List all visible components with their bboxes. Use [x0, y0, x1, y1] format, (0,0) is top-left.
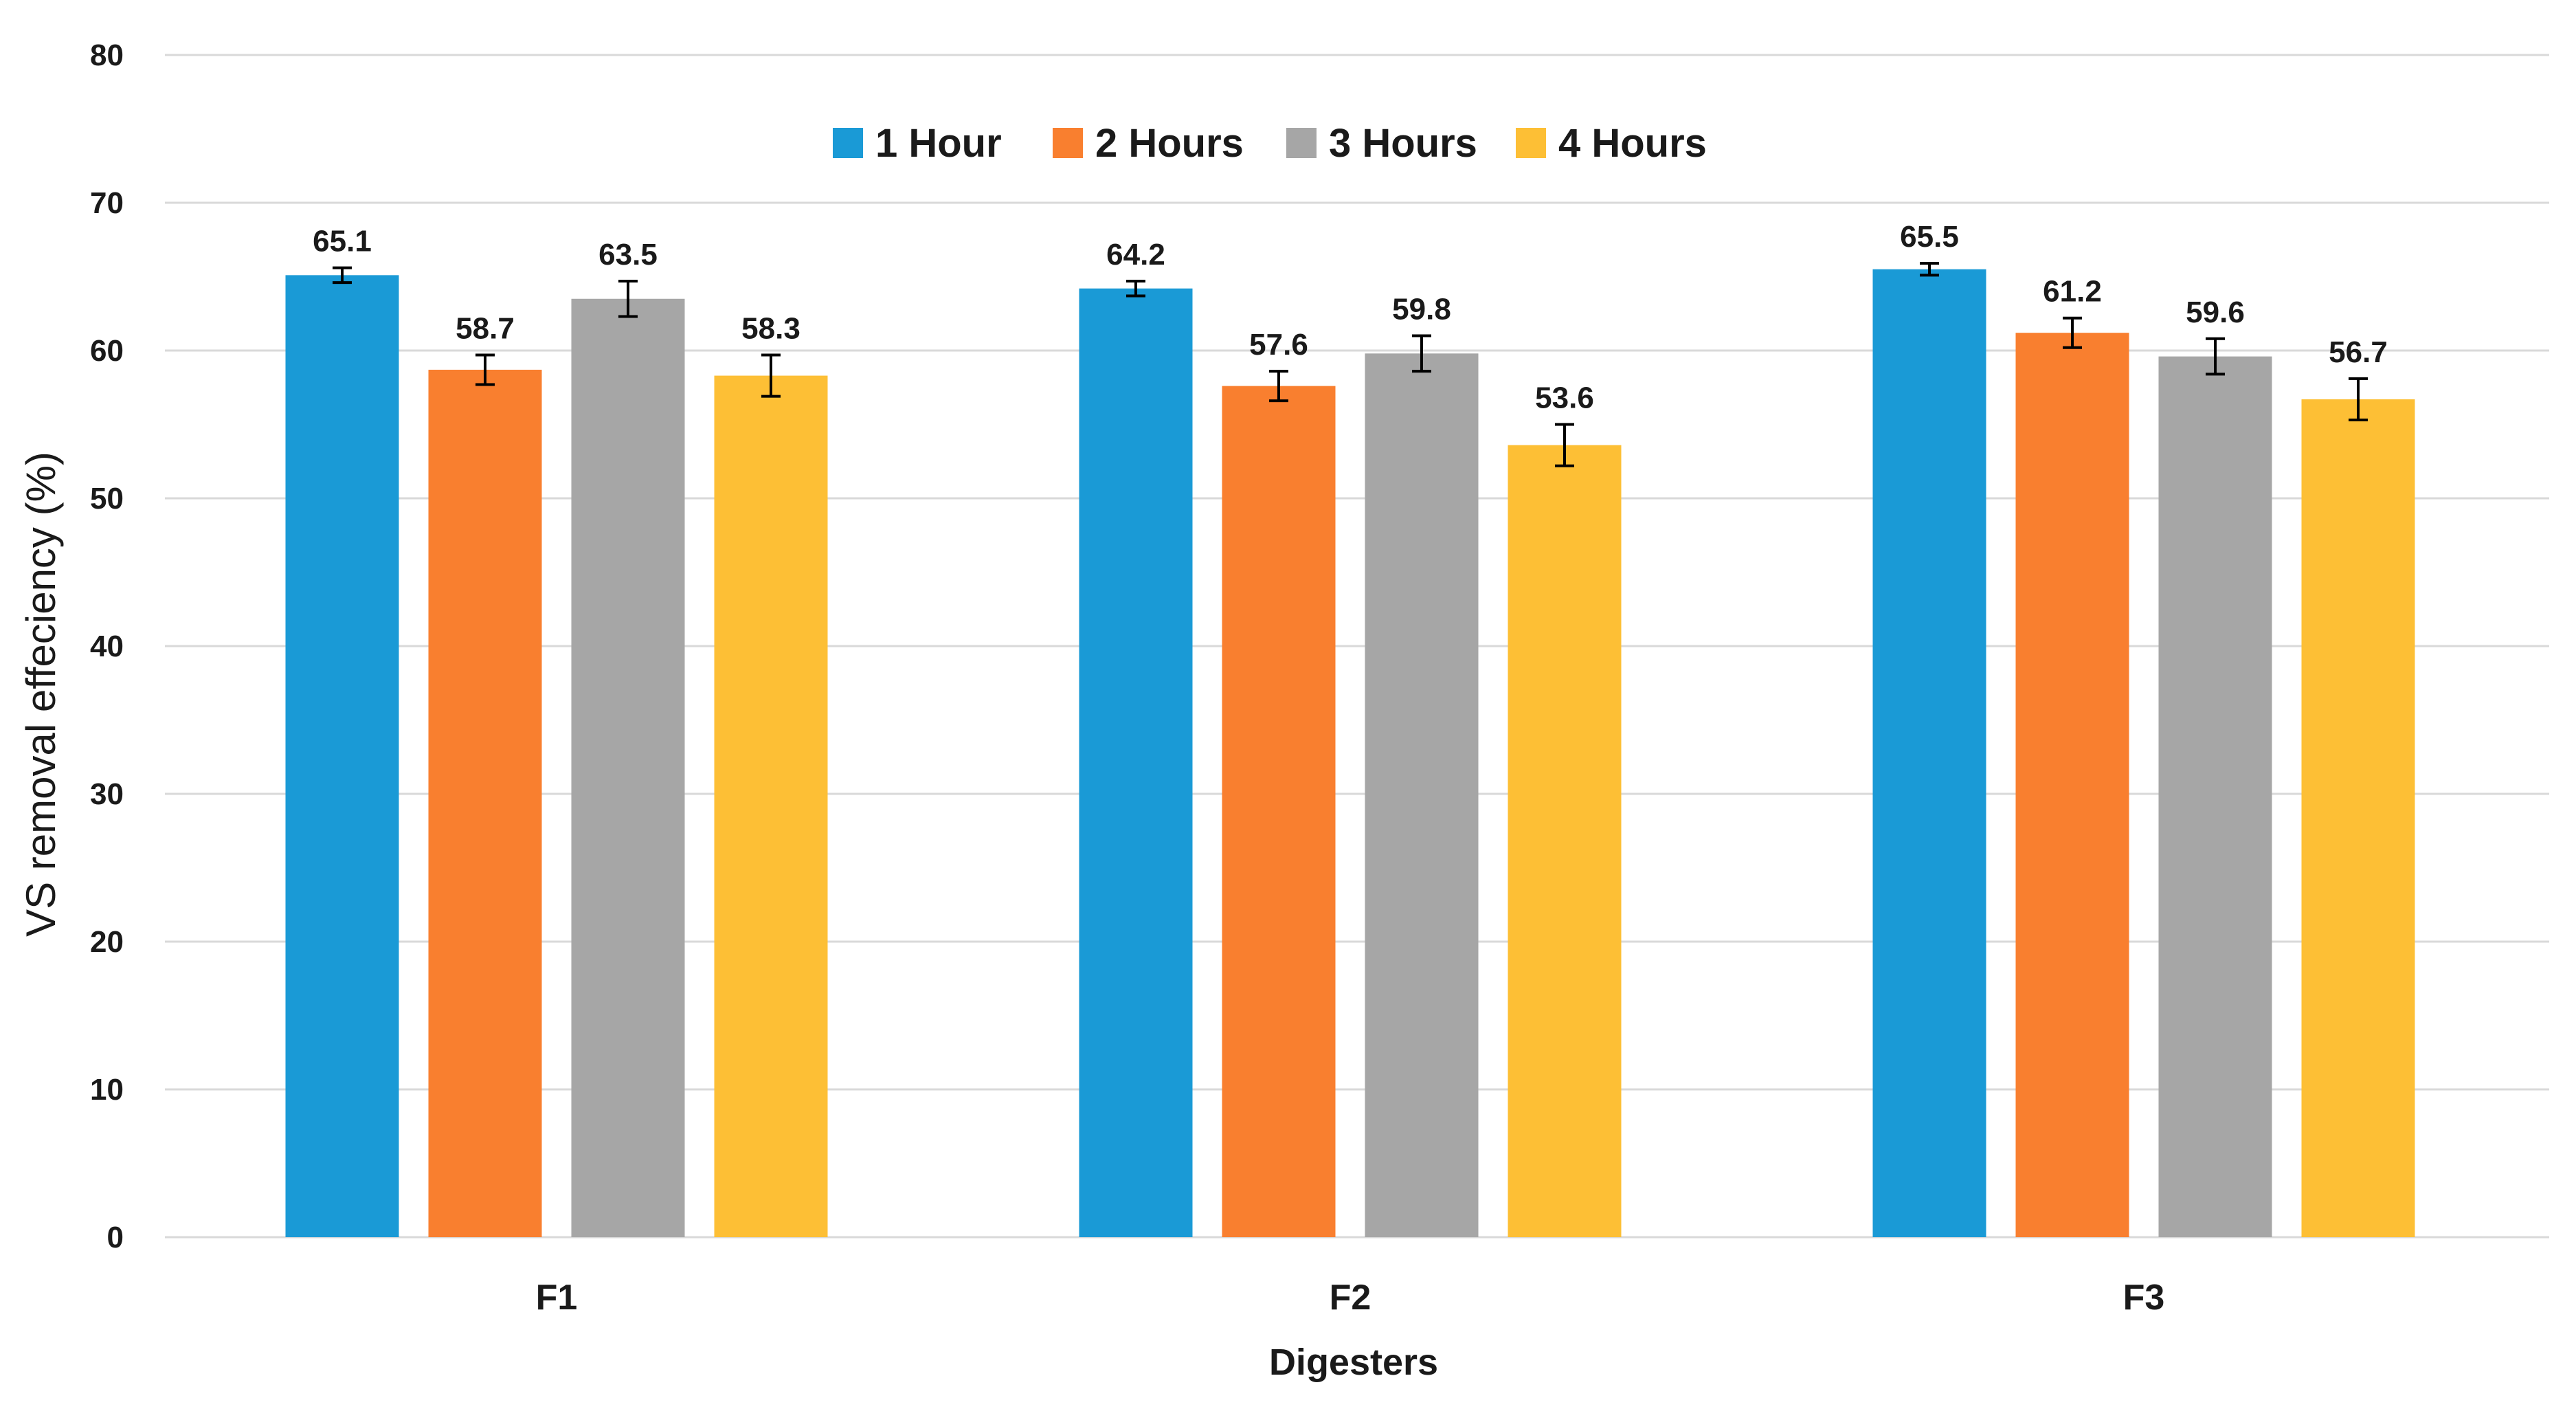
error-bar	[761, 353, 781, 398]
y-tick-label: 70	[90, 186, 124, 220]
data-label: 59.8	[1392, 293, 1451, 326]
legend-item: 4 Hours	[1516, 121, 1707, 166]
data-label: 61.2	[2043, 275, 2102, 309]
gridlines	[165, 54, 2549, 1239]
data-label: 58.7	[456, 311, 515, 345]
error-bar	[1269, 370, 1288, 403]
legend-swatch	[1286, 128, 1317, 158]
error-bar	[333, 266, 352, 285]
bar-f1-2-hours	[428, 369, 542, 1238]
legend-swatch	[1053, 128, 1083, 158]
bar-f1-3-hours	[571, 298, 685, 1237]
y-tick-label: 0	[107, 1221, 124, 1254]
x-category-label: F2	[1330, 1278, 1371, 1318]
y-tick-label: 40	[90, 630, 124, 663]
y-axis-tick-labels: 0 10 20 30 40 50 60 70 80	[90, 38, 124, 1254]
y-tick-label: 60	[90, 334, 124, 368]
error-bar	[2206, 337, 2225, 376]
legend-label: 3 Hours	[1329, 121, 1477, 166]
bar-f1-4-hours	[714, 375, 828, 1237]
bar-f3-2-hours	[2015, 333, 2129, 1238]
legend-item: 2 Hours	[1053, 121, 1244, 166]
legend-item: 1 Hour	[833, 121, 1002, 166]
error-bar	[2349, 377, 2368, 422]
bars	[285, 269, 2415, 1238]
error-bar	[1920, 262, 1939, 277]
data-label: 59.6	[2186, 296, 2245, 329]
bar-f3-1-hour	[1872, 269, 1986, 1237]
legend-swatch	[1516, 128, 1546, 158]
legend-label: 1 Hour	[875, 121, 1002, 166]
legend-label: 4 Hours	[1558, 121, 1707, 166]
data-labels: 65.1 58.7 63.5 58.3 64.2 57.6 59.8 53.6 65.5 61.2…	[313, 220, 2388, 414]
data-label: 53.6	[1535, 381, 1594, 415]
y-tick-label: 80	[90, 38, 124, 72]
bar-f3-3-hours	[2158, 356, 2272, 1237]
y-tick-label: 20	[90, 925, 124, 959]
error-bars	[333, 262, 2368, 467]
data-label: 64.2	[1106, 238, 1165, 271]
legend-label: 2 Hours	[1095, 121, 1244, 166]
x-category-label: F1	[536, 1278, 578, 1318]
error-bar	[1555, 423, 1574, 467]
error-bar	[475, 353, 495, 386]
y-tick-label: 30	[90, 777, 124, 811]
legend-swatch	[833, 128, 863, 158]
x-axis-title: Digesters	[1269, 1342, 1438, 1383]
x-axis-category-labels: F1 F2 F3	[536, 1278, 2165, 1318]
bar-f2-1-hour	[1079, 288, 1193, 1238]
data-label: 63.5	[598, 238, 658, 271]
data-label: 65.1	[313, 225, 372, 258]
y-axis-title: VS removal effeciency (%)	[18, 452, 64, 937]
legend-item: 3 Hours	[1286, 121, 1477, 166]
x-category-label: F3	[2123, 1278, 2165, 1318]
bar-f2-2-hours	[1222, 386, 1336, 1237]
legend: 1 Hour 2 Hours 3 Hours 4 Hours	[833, 121, 1707, 166]
bar-f2-3-hours	[1365, 353, 1479, 1237]
data-label: 57.6	[1249, 328, 1308, 362]
bar-f1-1-hour	[285, 275, 399, 1238]
y-tick-label: 50	[90, 482, 124, 515]
error-bar	[1126, 279, 1145, 298]
data-label: 65.5	[1900, 220, 1959, 254]
bar-f3-4-hours	[2301, 399, 2415, 1238]
error-bar	[2063, 316, 2082, 349]
bar-f2-4-hours	[1508, 445, 1622, 1237]
y-tick-label: 10	[90, 1073, 124, 1107]
error-bar	[618, 279, 638, 318]
data-label: 56.7	[2329, 335, 2388, 369]
error-bar	[1412, 334, 1431, 373]
data-label: 58.3	[741, 311, 800, 345]
